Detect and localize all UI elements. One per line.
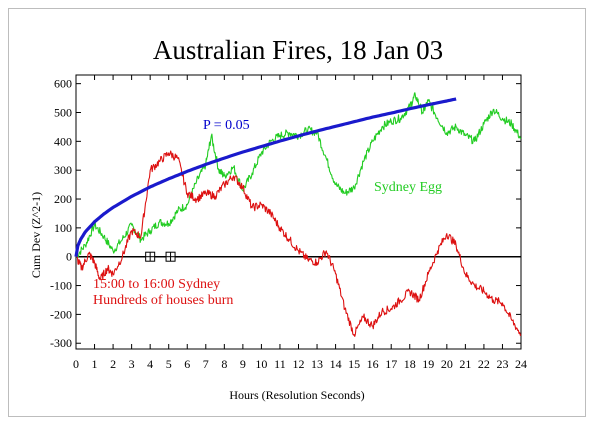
y-axis-label: Cum Dev (Z^2-1) bbox=[29, 192, 43, 278]
y-tick-label: -300 bbox=[50, 336, 72, 350]
x-tick-label: 2 bbox=[110, 357, 116, 371]
event-series bbox=[75, 150, 522, 337]
series-group bbox=[74, 92, 522, 337]
y-tick-label: 600 bbox=[54, 77, 72, 91]
y-tick-label: -100 bbox=[50, 279, 72, 293]
y-tick-label: 0 bbox=[66, 250, 72, 264]
y-tick-label: 100 bbox=[54, 221, 72, 235]
x-tick-label: 12 bbox=[293, 357, 305, 371]
event-label-line1: 15:00 to 16:00 Sydney bbox=[93, 277, 220, 292]
y-tick-label: 300 bbox=[54, 163, 72, 177]
x-tick-label: 1 bbox=[92, 357, 98, 371]
x-tick-label: 21 bbox=[459, 357, 471, 371]
p-value-label: P = 0.05 bbox=[203, 118, 250, 133]
x-tick-label: 10 bbox=[255, 357, 267, 371]
y-tick-label: -200 bbox=[50, 307, 72, 321]
x-tick-label: 5 bbox=[166, 357, 172, 371]
event-markers bbox=[145, 251, 176, 262]
x-tick-label: 23 bbox=[496, 357, 508, 371]
y-tick-label: 200 bbox=[54, 192, 72, 206]
x-tick-label: 15 bbox=[348, 357, 360, 371]
x-tick-label: 3 bbox=[129, 357, 135, 371]
x-tick-label: 20 bbox=[441, 357, 453, 371]
x-tick-label: 22 bbox=[478, 357, 490, 371]
x-tick-label: 19 bbox=[422, 357, 434, 371]
x-tick-label: 8 bbox=[221, 357, 227, 371]
chart-svg: Australian Fires, 18 Jan 03 0 1 2 3 4 5 6 7 8 9 10… bbox=[29, 35, 527, 402]
x-tick-label: 18 bbox=[404, 357, 416, 371]
x-tick-label: 13 bbox=[311, 357, 323, 371]
x-tick-label: 24 bbox=[515, 357, 527, 371]
x-axis-ticks: 0 1 2 3 4 5 6 7 8 9 10 11 12 13 14 15 16 17 18 19 20 21 22 23 24 bbox=[73, 75, 527, 371]
x-tick-label: 7 bbox=[203, 357, 209, 371]
x-tick-label: 16 bbox=[367, 357, 379, 371]
x-tick-label: 9 bbox=[240, 357, 246, 371]
x-axis-label: Hours (Resolution Seconds) bbox=[229, 388, 364, 402]
chart-frame: Australian Fires, 18 Jan 03 0 1 2 3 4 5 6 7 8 9 10… bbox=[8, 8, 586, 417]
y-axis-ticks: -300 -200 -100 0 100 200 300 400 500 600 bbox=[50, 77, 521, 350]
sydney-egg-label: Sydney Egg bbox=[374, 180, 442, 195]
x-tick-label: 6 bbox=[184, 357, 190, 371]
y-tick-label: 400 bbox=[54, 134, 72, 148]
x-tick-label: 0 bbox=[73, 357, 79, 371]
x-tick-label: 14 bbox=[330, 357, 342, 371]
chart-title: Australian Fires, 18 Jan 03 bbox=[153, 35, 443, 65]
x-tick-label: 4 bbox=[147, 357, 153, 371]
y-tick-label: 500 bbox=[54, 105, 72, 119]
event-label-line2: Hundreds of houses burn bbox=[93, 293, 233, 308]
x-tick-label: 17 bbox=[385, 357, 397, 371]
sydney-egg-series bbox=[75, 92, 522, 258]
p-005-curve bbox=[74, 97, 457, 257]
x-tick-label: 11 bbox=[274, 357, 286, 371]
